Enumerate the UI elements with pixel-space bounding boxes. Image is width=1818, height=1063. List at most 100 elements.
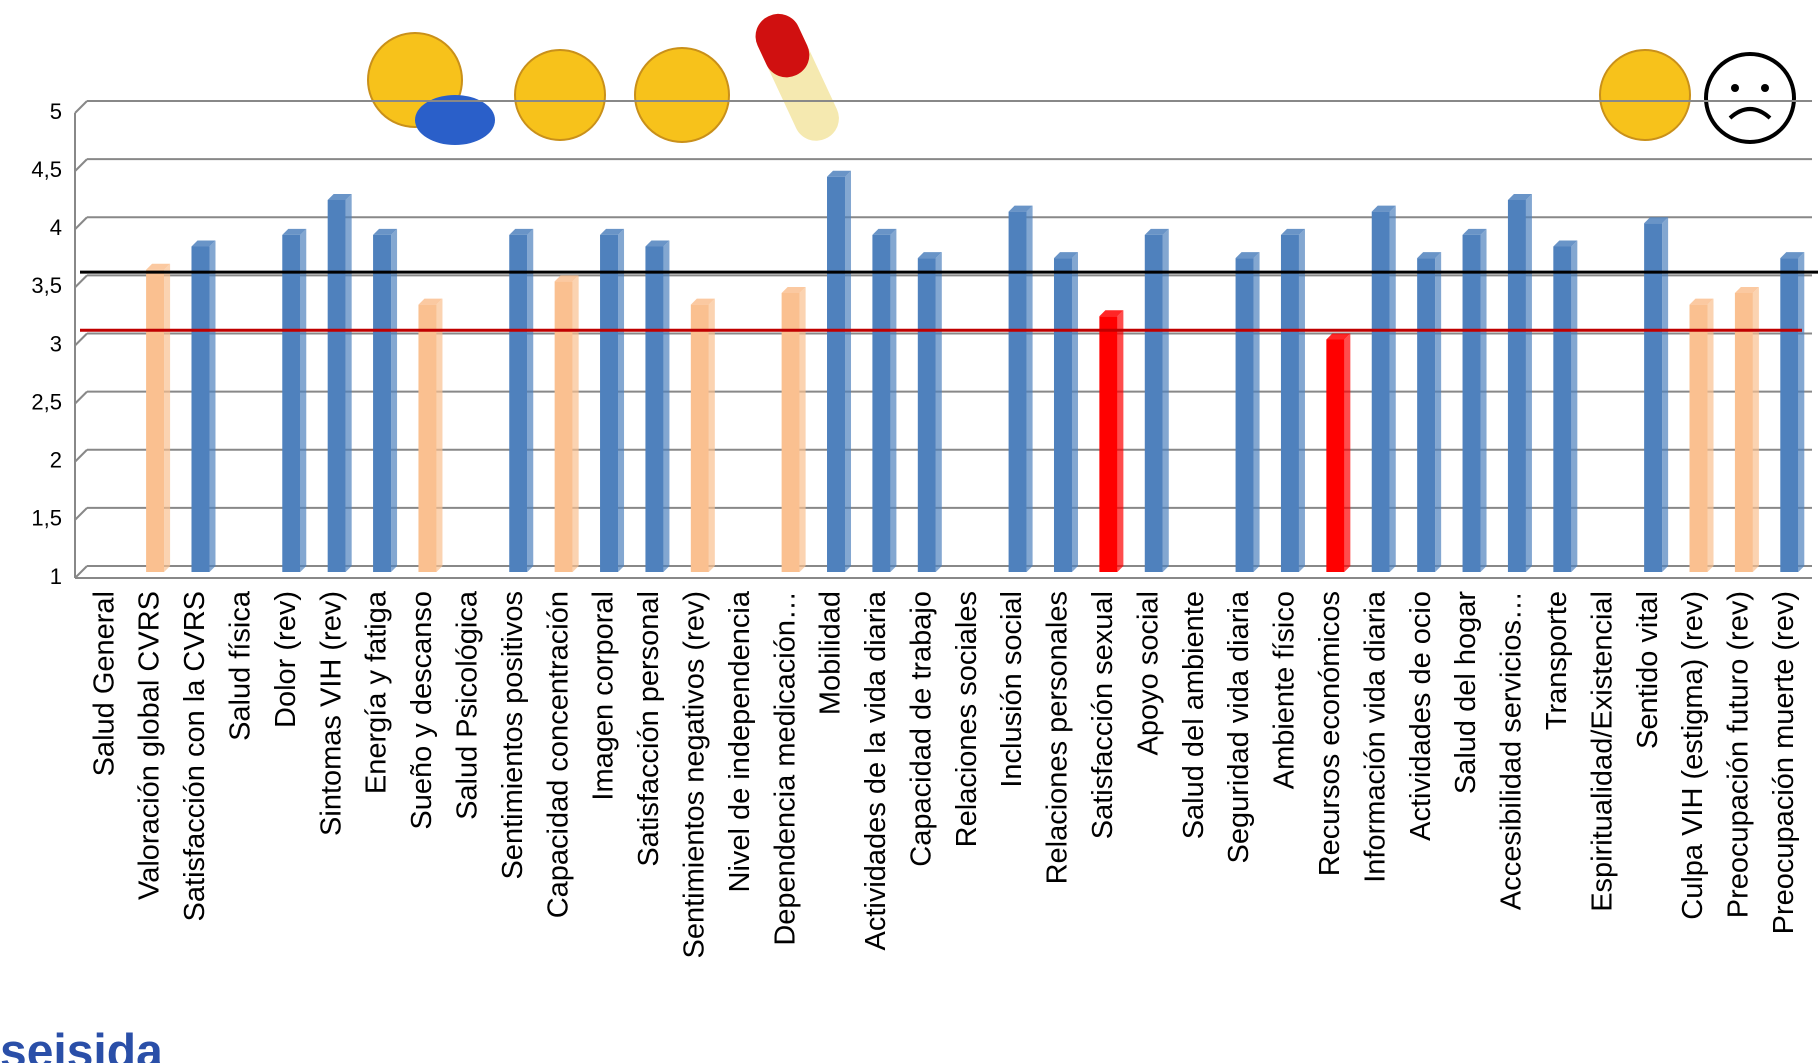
x-tick-label: Capacidad de trabajo (905, 591, 937, 867)
x-tick-label: Dolor (rev) (270, 591, 302, 728)
bar-side (936, 252, 942, 572)
bar (1054, 258, 1072, 572)
y-tick-label: 1,5 (31, 506, 62, 531)
bar-side (1481, 229, 1487, 572)
bar (555, 281, 573, 572)
bar-side (618, 229, 624, 572)
bar (1145, 235, 1163, 572)
bar (1780, 258, 1798, 572)
bar (1009, 212, 1027, 572)
bar-side (1072, 252, 1078, 572)
y-tick-label: 5 (50, 99, 62, 124)
x-tick-label: Preocupación muerte (rev) (1768, 591, 1800, 934)
emoticon-eye (1761, 84, 1769, 92)
x-tick-label: Actividades de ocio (1405, 591, 1437, 841)
emoticon-eye (1731, 84, 1739, 92)
logo: seisida (0, 1026, 163, 1063)
x-tick-label: Sintomas VIH (rev) (315, 591, 347, 836)
bar-side (1299, 229, 1305, 572)
x-tick-label: Satisfacción sexual (1087, 591, 1119, 839)
bar (872, 235, 890, 572)
grid-line-depth (75, 450, 87, 462)
x-tick-label: Imagen corporal (588, 591, 620, 801)
bar (1644, 223, 1662, 572)
x-tick-label: Recursos económicos (1314, 591, 1346, 876)
bar-side (436, 299, 442, 572)
x-tick-label: Satisfacción personal (633, 591, 665, 867)
bar-side (346, 194, 352, 572)
emoticon-sad (635, 48, 729, 142)
grid-line-depth (75, 159, 87, 171)
emoticon-confused (515, 50, 605, 140)
bar (600, 235, 618, 572)
chart: seisida 11,522,533,544,55Salud GeneralVa… (0, 0, 1818, 1063)
bar-side (1027, 206, 1033, 572)
x-tick-label: Culpa VIH (estigma) (rev) (1677, 591, 1709, 920)
grid-line-depth (75, 392, 87, 404)
grid-line-depth (75, 334, 87, 346)
x-tick-label: Salud del ambiente (1178, 591, 1210, 839)
bar-side (663, 241, 669, 573)
bar (827, 177, 845, 572)
x-tick-label: Sentido vital (1632, 591, 1664, 749)
x-tick-label: Salud física (225, 590, 257, 741)
x-tick-label: Sentimientos negativos (rev) (678, 591, 710, 959)
x-tick-label: Nivel de independencia (724, 590, 756, 892)
bar (782, 293, 800, 572)
bar-side (845, 171, 851, 572)
x-tick-label: Mobilidad (815, 591, 847, 715)
x-tick-label: Capacidad concentración (542, 591, 574, 918)
grid-line-depth (75, 566, 87, 578)
x-tick-label: Salud Psicológica (452, 590, 484, 820)
bar (282, 235, 300, 572)
x-tick-label: Sueño y descanso (406, 591, 438, 830)
y-tick-label: 3 (50, 331, 62, 356)
bar (418, 305, 436, 572)
bar-side (1117, 310, 1123, 572)
bar-side (209, 241, 215, 573)
x-tick-label: Preocupación futuro (rev) (1723, 591, 1755, 918)
y-tick-label: 3,5 (31, 273, 62, 298)
y-tick-label: 1 (50, 564, 62, 589)
x-tick-label: Transporte (1541, 591, 1573, 730)
bar (1326, 340, 1344, 573)
bar (509, 235, 527, 572)
bar (1735, 293, 1753, 572)
y-tick-label: 2 (50, 448, 62, 473)
bar (191, 247, 209, 573)
y-tick-label: 4,5 (31, 157, 62, 182)
bar (1508, 200, 1526, 572)
bar-side (164, 264, 170, 572)
emoticon-worried (1706, 54, 1794, 142)
x-tick-label: Relaciones sociales (951, 591, 983, 847)
bar (146, 270, 164, 572)
bar-side (573, 275, 579, 572)
bar-side (1390, 206, 1396, 572)
x-tick-label: Satisfacción con la CVRS (179, 591, 211, 921)
x-tick-label: Energía y fatiga (361, 590, 393, 794)
x-tick-label: Espiritualidad/Existencial (1586, 591, 1618, 912)
bar (645, 247, 663, 573)
y-tick-label: 2,5 (31, 389, 62, 414)
emoticon-pillow (415, 95, 495, 145)
bar-side (1571, 241, 1577, 573)
x-tick-label: Seguridad vida diaria (1223, 590, 1255, 863)
x-tick-label: Salud del hogar (1450, 591, 1482, 794)
x-tick-label: Sentimientos positivos (497, 591, 529, 880)
grid-line-depth (75, 101, 87, 113)
bar-side (890, 229, 896, 572)
bar (1281, 235, 1299, 572)
bar (918, 258, 936, 572)
bar-side (709, 299, 715, 572)
bar-side (1662, 217, 1668, 572)
bar-side (1163, 229, 1169, 572)
bar (1553, 247, 1571, 573)
bar (328, 200, 346, 572)
bar (1372, 212, 1390, 572)
x-tick-label: Salud General (88, 591, 120, 776)
emoticon-facepalm (1600, 50, 1690, 140)
bar-side (527, 229, 533, 572)
grid-line-depth (75, 275, 87, 287)
bar-side (1254, 252, 1260, 572)
x-tick-label: Relaciones personales (1042, 591, 1074, 884)
